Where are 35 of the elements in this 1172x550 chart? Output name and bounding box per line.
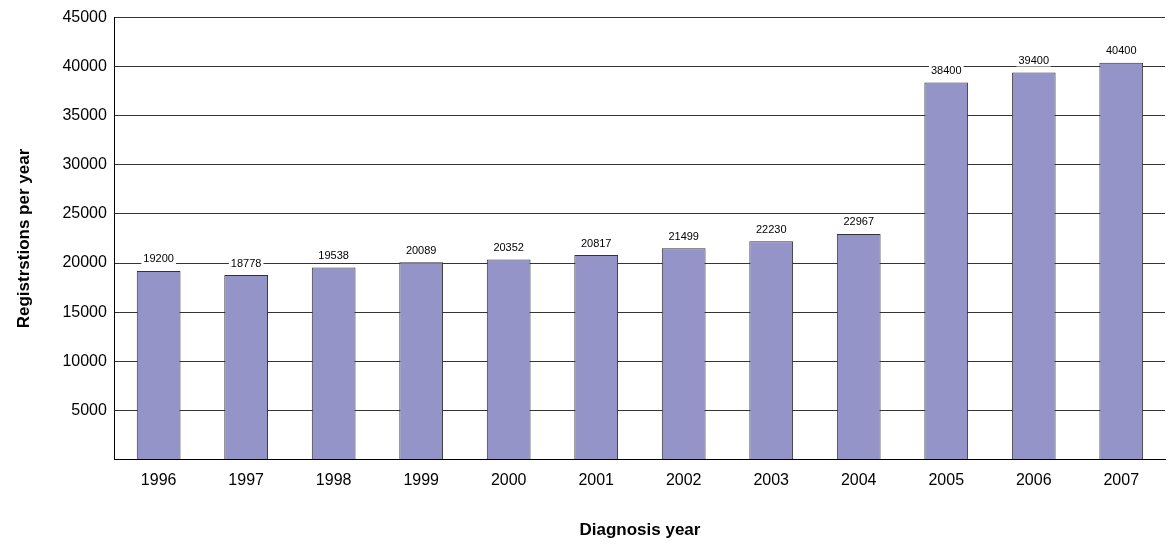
data-label: 21499 xyxy=(668,229,699,242)
x-tick-label: 2001 xyxy=(578,471,615,489)
x-tick-label: 2005 xyxy=(928,471,965,489)
y-tick-label: 30000 xyxy=(62,155,107,173)
data-label: 20089 xyxy=(405,243,437,256)
x-tick-label: 2000 xyxy=(490,471,527,489)
y-tick-label: 15000 xyxy=(62,302,107,320)
y-tick-label: 45000 xyxy=(62,8,107,26)
y-tick-label: 25000 xyxy=(62,204,107,222)
data-label: 40400 xyxy=(1105,44,1137,57)
y-tick-label: 20000 xyxy=(62,253,107,271)
data-label: 20352 xyxy=(493,241,524,254)
y-tick-label: 5000 xyxy=(71,400,107,418)
data-label: 39400 xyxy=(1018,54,1050,67)
x-tick-label: 2006 xyxy=(1015,471,1052,489)
y-axis-title: Registrstions per year xyxy=(13,148,33,329)
x-tick-label: 2002 xyxy=(665,471,702,489)
x-axis-title: Diagnosis year xyxy=(579,520,701,540)
data-label: 22230 xyxy=(755,222,787,235)
data-label: 38400 xyxy=(930,63,962,76)
data-label: 19200 xyxy=(143,252,174,265)
x-tick-label: 1996 xyxy=(140,471,177,489)
y-tick-label: 40000 xyxy=(62,57,107,75)
x-tick-label: 1997 xyxy=(228,471,265,489)
x-tick-label: 2007 xyxy=(1103,471,1140,489)
data-label: 19538 xyxy=(318,249,349,262)
data-label: 18778 xyxy=(230,256,262,269)
x-tick-label: 1999 xyxy=(403,471,440,489)
x-tick-label: 2004 xyxy=(840,471,877,489)
x-tick-label: 2003 xyxy=(753,471,790,489)
data-label: 20817 xyxy=(580,236,612,249)
y-tick-label: 10000 xyxy=(62,351,107,369)
x-tick-label: 1998 xyxy=(315,471,352,489)
data-label: 22967 xyxy=(843,215,875,228)
y-tick-label: 35000 xyxy=(62,106,107,124)
